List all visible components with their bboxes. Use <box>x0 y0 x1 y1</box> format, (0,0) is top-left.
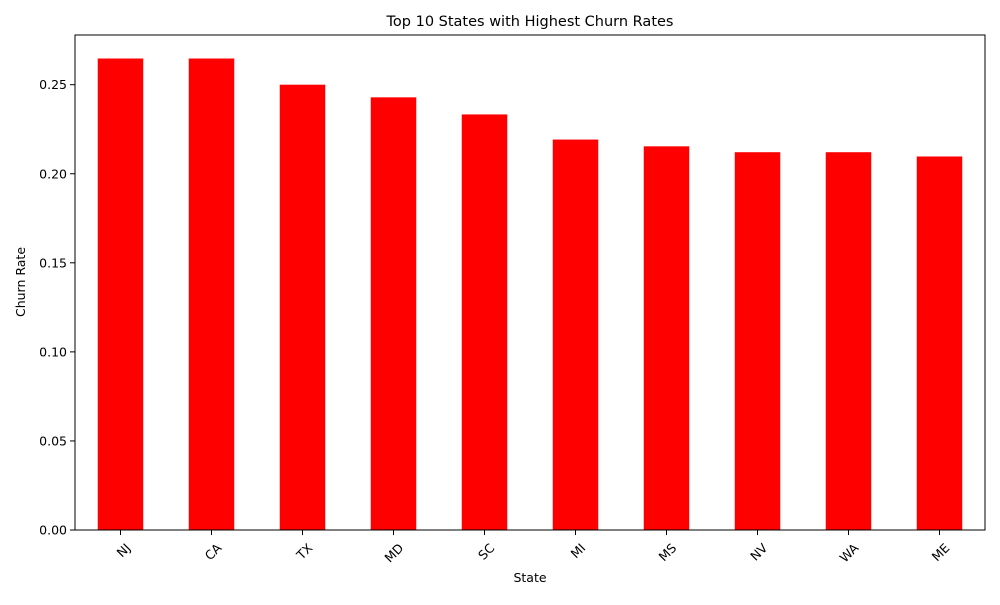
x-tick-label: NJ <box>114 540 134 560</box>
chart-title: Top 10 States with Highest Churn Rates <box>386 14 674 30</box>
bar-ms <box>643 146 690 530</box>
bar-wa <box>825 152 872 530</box>
y-tick-label: 0.15 <box>39 255 67 270</box>
y-tick-label: 0.05 <box>39 433 67 448</box>
x-tick-label: MI <box>568 540 589 561</box>
bar-me <box>916 156 963 530</box>
x-tick-label: SC <box>475 540 498 563</box>
plot-frame <box>74 34 986 531</box>
bar-nv <box>734 152 781 530</box>
x-tick-label: NV <box>747 540 771 564</box>
x-tick-label: WA <box>836 540 861 565</box>
x-tick-label: CA <box>202 540 225 563</box>
bar-nj <box>97 58 144 530</box>
y-tick-label: 0.10 <box>39 344 67 359</box>
y-tick-label: 0.20 <box>39 166 67 181</box>
bar-ca <box>188 58 235 530</box>
y-tick-label: 0.25 <box>39 77 67 92</box>
x-tick-label: MS <box>656 540 680 564</box>
y-axis: 0.00 0.05 0.10 0.15 0.20 0.25 <box>39 77 75 538</box>
x-axis-label: State <box>513 570 546 585</box>
bar-mi <box>552 139 599 531</box>
y-axis-label: Churn Rate <box>13 247 28 317</box>
bar-tx <box>279 84 326 531</box>
x-tick-label: ME <box>929 540 953 564</box>
bars-layer <box>97 58 963 531</box>
x-tick-label: TX <box>293 540 316 563</box>
y-tick-label: 0.00 <box>39 523 67 538</box>
x-axis: NJ CA TX MD SC MI MS NV WA ME <box>114 530 953 565</box>
bar-sc <box>461 114 508 530</box>
bar-md <box>370 97 417 531</box>
x-tick-label: MD <box>381 540 406 565</box>
